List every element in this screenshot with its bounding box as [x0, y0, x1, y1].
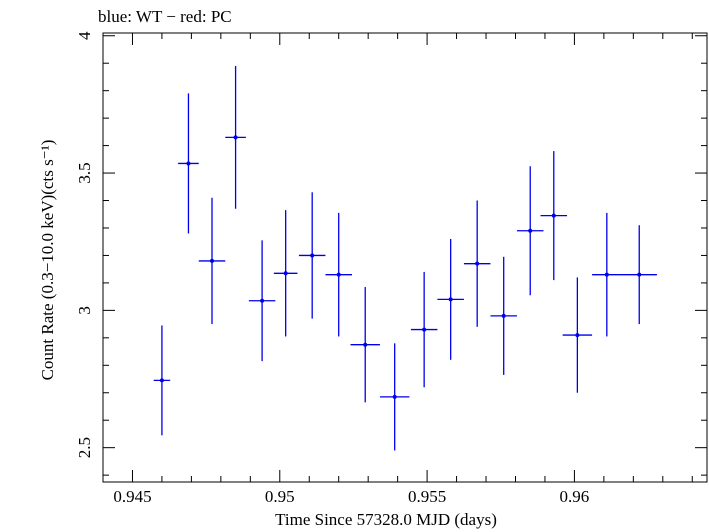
data-point — [248, 240, 276, 362]
chart-title: blue: WT − red: PC — [98, 7, 232, 26]
data-marker — [336, 272, 341, 277]
data-point — [490, 256, 517, 375]
data-point — [198, 197, 226, 325]
data-marker — [392, 394, 397, 399]
data-point — [325, 212, 352, 337]
x-tick-label: 0.945 — [113, 487, 151, 506]
data-marker — [283, 271, 288, 276]
data-point — [540, 151, 568, 281]
data-marker — [233, 135, 238, 140]
data-marker — [501, 313, 506, 318]
data-marker — [186, 161, 191, 166]
data-point — [178, 93, 199, 234]
y-tick-label: 3.5 — [75, 162, 94, 183]
data-marker — [422, 327, 427, 332]
data-marker — [551, 213, 556, 218]
y-tick-label: 2.5 — [75, 437, 94, 458]
data-point — [379, 343, 410, 451]
data-marker — [260, 298, 265, 303]
data-point — [621, 225, 657, 325]
data-point — [592, 212, 622, 337]
data-point — [463, 200, 491, 327]
data-marker — [210, 258, 215, 263]
x-tick-label: 0.955 — [408, 487, 446, 506]
data-point — [562, 277, 593, 393]
data-point — [516, 166, 544, 296]
data-point — [153, 325, 171, 436]
data-marker — [475, 261, 480, 266]
data-marker — [310, 253, 315, 258]
data-marker — [448, 297, 453, 302]
plot-frame — [102, 32, 708, 483]
data-point — [410, 271, 438, 388]
x-tick-label: 0.95 — [265, 487, 295, 506]
data-marker — [604, 272, 609, 277]
y-tick-label: 4 — [75, 31, 94, 40]
data-marker — [575, 333, 580, 338]
data-point — [350, 287, 380, 403]
data-point — [225, 65, 246, 209]
data-marker — [159, 378, 164, 383]
data-marker — [363, 342, 368, 347]
data-point — [298, 192, 326, 319]
y-axis-label: Count Rate (0.3−10.0 keV)(cts s⁻¹) — [38, 140, 57, 381]
x-axis-label: Time Since 57328.0 MJD (days) — [275, 510, 497, 529]
x-tick-label: 0.96 — [560, 487, 590, 506]
data-point — [273, 210, 298, 337]
data-point — [437, 238, 464, 360]
data-marker — [637, 272, 642, 277]
data-marker — [528, 228, 533, 233]
y-tick-label: 3 — [75, 306, 94, 315]
